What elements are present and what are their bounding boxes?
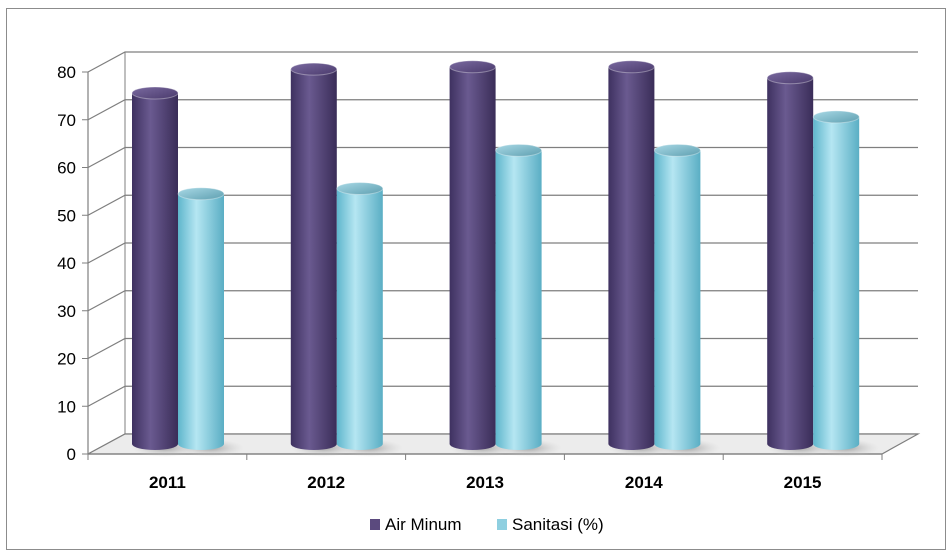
bar-body (178, 193, 224, 451)
bar-top (131, 86, 179, 100)
legend-label: Air Minum (385, 515, 462, 534)
bar-top (495, 143, 543, 157)
bar-body (449, 66, 496, 451)
x-tick-label: 2011 (149, 473, 186, 492)
bar-sanitasi-2015[interactable] (812, 110, 860, 450)
bar-air-minum-2012[interactable] (290, 62, 338, 450)
x-tick-label: 2014 (625, 473, 663, 492)
bar-body (813, 116, 860, 450)
legend-label: Sanitasi (%) (512, 515, 604, 534)
bar-sanitasi-2011[interactable] (177, 187, 225, 451)
y-tick-label: 10 (57, 397, 76, 416)
bar-sanitasi-2014[interactable] (653, 143, 701, 450)
bar-sanitasi-2013[interactable] (495, 143, 543, 450)
x-tick-label: 2015 (784, 473, 822, 492)
bar-top (177, 187, 225, 201)
bar-top (766, 71, 814, 85)
bar-sanitasi-2012[interactable] (336, 182, 384, 450)
bar-body (132, 93, 178, 450)
bar-body (608, 66, 655, 451)
bar-top (607, 60, 655, 74)
y-tick-label: 30 (57, 302, 76, 321)
legend-item-air-minum: Air Minum (370, 515, 462, 534)
bar-top (653, 143, 701, 157)
bar-air-minum-2013[interactable] (449, 60, 497, 451)
bar-air-minum-2011[interactable] (131, 86, 179, 450)
y-tick-label: 40 (57, 254, 76, 273)
y-tick-label: 0 (67, 445, 76, 464)
legend-swatch (370, 519, 380, 530)
legend-swatch (497, 519, 507, 530)
y-tick-label: 70 (57, 111, 76, 130)
y-tick-label: 60 (57, 159, 76, 178)
bar-air-minum-2014[interactable] (607, 60, 655, 451)
bar-body (767, 77, 814, 450)
bar-top (336, 182, 384, 196)
bar-body (654, 150, 701, 450)
bar-body (495, 150, 542, 450)
y-tick-label: 80 (57, 63, 76, 82)
gridline (87, 51, 918, 73)
bar-top (812, 110, 860, 124)
bar-body (290, 69, 337, 450)
bar-air-minum-2015[interactable] (766, 71, 814, 450)
x-tick-label: 2012 (307, 473, 345, 492)
bar-body (336, 188, 383, 450)
y-tick-label: 50 (57, 206, 76, 225)
legend-item-sanitasi: Sanitasi (%) (497, 515, 604, 534)
y-tick-label: 20 (57, 350, 76, 369)
x-tick-label: 2013 (466, 473, 504, 492)
bar-top (290, 62, 338, 76)
bar-top (449, 60, 497, 74)
